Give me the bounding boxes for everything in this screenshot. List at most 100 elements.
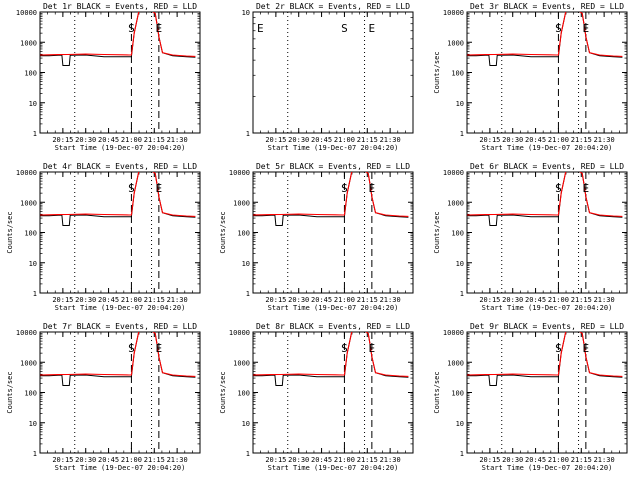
x-tick-label: 20:30 <box>502 296 523 304</box>
chart-panel-2: Det 2r BLACK = Events, RED = LLD 1 10 20:15… <box>242 2 414 152</box>
y-tick-label: 10000 <box>229 329 250 337</box>
plot-area <box>40 12 196 133</box>
series-lld <box>467 332 623 377</box>
plot-area <box>467 332 623 453</box>
series-lld <box>253 332 409 377</box>
x-tick-label: 20:30 <box>75 456 96 464</box>
chart-panel-4: Det 4r BLACK = Events, RED = LLD 1 10 100 10… <box>6 162 201 312</box>
x-axis-label: Start Time (19-Dec-07 20:04:20) <box>482 304 613 312</box>
y-tick-label: 1000 <box>20 199 37 207</box>
x-axis-label: Start Time (19-Dec-07 20:04:20) <box>268 144 399 152</box>
event-marker-e: E <box>369 22 376 35</box>
x-tick-label: 20:30 <box>288 296 309 304</box>
y-tick-label: 1000 <box>447 359 464 367</box>
event-marker-e: E <box>156 182 163 195</box>
y-tick-label: 1000 <box>233 199 250 207</box>
x-axis-label: Start Time (19-Dec-07 20:04:20) <box>268 464 399 472</box>
series-events <box>40 12 196 66</box>
event-marker-s: S <box>128 22 135 35</box>
x-tick-label: 20:30 <box>502 136 523 144</box>
y-tick-label: 100 <box>237 390 250 398</box>
event-marker-e: E <box>369 342 376 355</box>
plot-area <box>40 332 196 453</box>
plot-frame <box>39 11 201 134</box>
event-marker-s: S <box>341 22 348 35</box>
series-events <box>467 172 623 226</box>
x-tick-label: 20:30 <box>288 136 309 144</box>
series-lld <box>40 332 196 377</box>
chart-title: Det 2r BLACK = Events, RED = LLD <box>256 2 410 11</box>
series-lld <box>467 172 623 217</box>
x-tick-label: 21:15 <box>357 296 378 304</box>
event-marker-s: S <box>555 342 562 355</box>
y-tick-label: 10000 <box>443 169 464 177</box>
x-axis-label: Start Time (19-Dec-07 20:04:20) <box>268 304 399 312</box>
y-tick-label: 1000 <box>20 39 37 47</box>
event-marker-s: S <box>341 342 348 355</box>
x-tick-label: 21:00 <box>334 136 355 144</box>
x-tick-label: 20:15 <box>265 296 286 304</box>
x-tick-label: 21:30 <box>167 136 188 144</box>
event-marker-e: E <box>583 22 590 35</box>
x-tick-label: 21:15 <box>144 136 165 144</box>
plot-frame <box>252 171 414 294</box>
chart-panel-5: Det 5r BLACK = Events, RED = LLD 1 10 100 10… <box>219 162 414 312</box>
y-tick-label: 100 <box>24 230 37 238</box>
x-tick-label: 20:15 <box>52 136 73 144</box>
y-tick-label: 10 <box>242 260 250 268</box>
event-marker-s: S <box>128 182 135 195</box>
chart-title: Det 1r BLACK = Events, RED = LLD <box>43 2 197 11</box>
x-tick-label: 20:45 <box>311 296 332 304</box>
chart-panel-7: Det 7r BLACK = Events, RED = LLD 1 10 100 10… <box>6 322 201 472</box>
chart-title: Det 5r BLACK = Events, RED = LLD <box>256 162 410 171</box>
y-tick-label: 100 <box>24 70 37 78</box>
y-tick-label: 1000 <box>447 199 464 207</box>
x-tick-label: 21:15 <box>144 296 165 304</box>
y-tick-label: 100 <box>451 230 464 238</box>
x-tick-label: 21:30 <box>594 296 615 304</box>
y-tick-label: 1 <box>33 130 37 138</box>
event-marker-s: S <box>555 22 562 35</box>
y-tick-label: 1 <box>246 130 250 138</box>
x-tick-label: 21:00 <box>548 456 569 464</box>
x-tick-label: 21:15 <box>571 136 592 144</box>
chart-panel-9: Det 9r BLACK = Events, RED = LLD 1 10 100 10… <box>433 322 628 472</box>
x-tick-label: 20:45 <box>98 456 119 464</box>
chart-title: Det 4r BLACK = Events, RED = LLD <box>43 162 197 171</box>
y-tick-label: 10 <box>456 100 464 108</box>
y-axis-label: Counts/sec <box>433 51 441 93</box>
series-events <box>253 172 409 226</box>
series-events <box>40 332 196 386</box>
y-tick-label: 10 <box>29 420 37 428</box>
y-axis-label: Counts/sec <box>6 211 14 253</box>
x-tick-label: 21:30 <box>380 136 401 144</box>
event-marker-s: S <box>341 182 348 195</box>
chart-panel-3: Det 3r BLACK = Events, RED = LLD 1 10 100 10… <box>433 2 628 152</box>
y-tick-label: 1 <box>33 290 37 298</box>
chart-title: Det 9r BLACK = Events, RED = LLD <box>470 322 624 331</box>
x-tick-label: 21:30 <box>167 456 188 464</box>
x-tick-label: 21:30 <box>167 296 188 304</box>
series-lld <box>40 172 196 217</box>
y-tick-label: 1 <box>460 130 464 138</box>
plot-frame <box>252 11 414 134</box>
y-tick-label: 10 <box>29 260 37 268</box>
series-events <box>467 332 623 386</box>
series-lld <box>253 172 409 217</box>
y-tick-label: 100 <box>24 390 37 398</box>
y-axis-label: Counts/sec <box>433 211 441 253</box>
x-tick-label: 21:00 <box>121 136 142 144</box>
x-tick-label: 21:15 <box>144 456 165 464</box>
x-tick-label: 21:15 <box>571 456 592 464</box>
y-axis-label: Counts/sec <box>219 371 227 413</box>
x-tick-label: 21:30 <box>380 456 401 464</box>
x-tick-label: 20:30 <box>502 456 523 464</box>
x-tick-label: 21:00 <box>334 296 355 304</box>
event-marker-s: S <box>555 182 562 195</box>
y-tick-label: 100 <box>451 70 464 78</box>
y-tick-label: 10000 <box>229 169 250 177</box>
x-axis-label: Start Time (19-Dec-07 20:04:20) <box>55 144 186 152</box>
y-tick-label: 100 <box>237 230 250 238</box>
x-tick-label: 21:15 <box>571 296 592 304</box>
x-axis-label: Start Time (19-Dec-07 20:04:20) <box>482 464 613 472</box>
